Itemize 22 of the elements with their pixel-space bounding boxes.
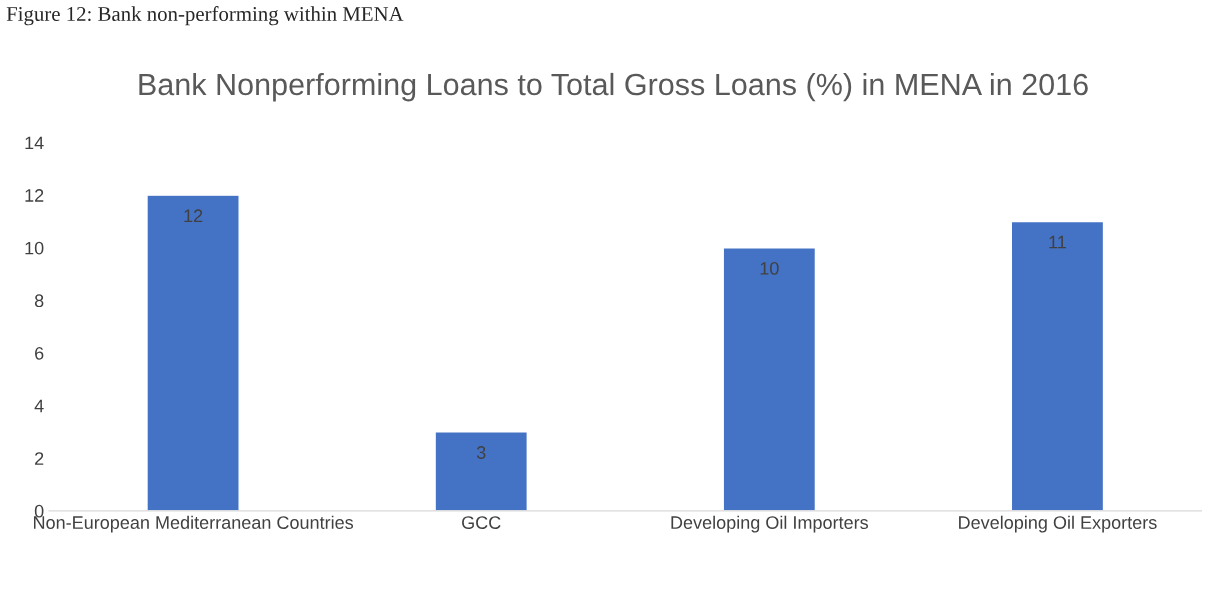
chart-title: Bank Nonperforming Loans to Total Gross Loans (%) in MENA in 2016 <box>139 72 1088 102</box>
bar <box>722 247 817 511</box>
caption: Figure 12: Bank non-performing within MENA <box>6 6 404 26</box>
y-tick-label: 8 <box>34 294 44 308</box>
x-tick-label: Developing Oil Exporters <box>959 515 1157 533</box>
x-tick-label: Developing Oil Importers <box>671 515 869 533</box>
y-tick-label: 4 <box>34 399 44 413</box>
data-label: 3 <box>476 446 486 459</box>
x-tick-label: GCC <box>462 516 501 529</box>
bar <box>434 431 528 511</box>
y-tick-label: 6 <box>35 346 44 360</box>
y-tick-label: 10 <box>25 241 44 255</box>
y-tick-label: 12 <box>25 189 44 202</box>
bar <box>146 194 240 511</box>
y-tick-label: 0 <box>34 504 44 518</box>
data-label: 10 <box>760 261 779 275</box>
data-label: 11 <box>1049 235 1066 249</box>
x-tick-label: Non-European Mediterranean Countries <box>34 515 354 533</box>
y-tick-label: 14 <box>25 136 44 150</box>
y-tick-label: 2 <box>35 452 44 465</box>
bar <box>1010 220 1105 511</box>
data-label: 12 <box>184 209 203 222</box>
